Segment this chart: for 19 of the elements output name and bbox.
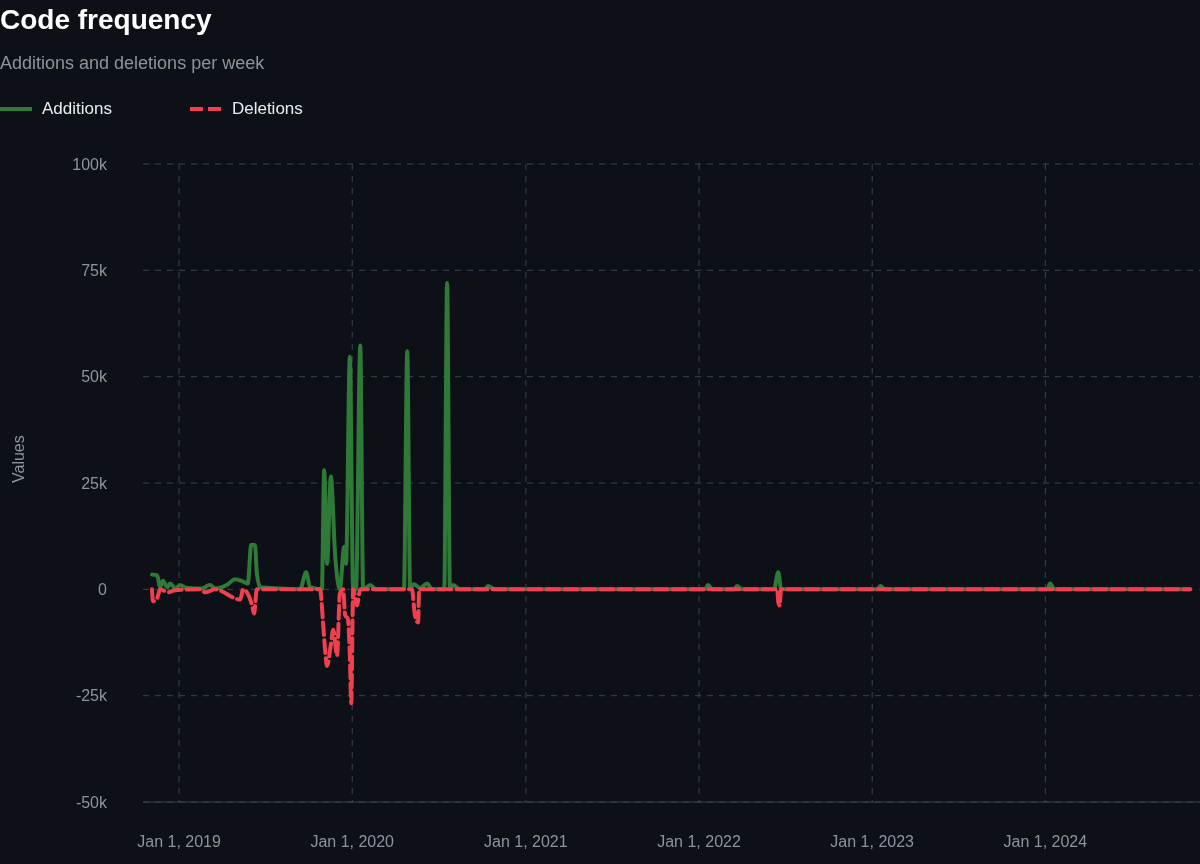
x-tick-label: Jan 1, 2023 bbox=[830, 833, 915, 851]
line-series bbox=[150, 587, 1193, 706]
x-tick-label: Jan 1, 2019 bbox=[137, 833, 221, 851]
y-tick-label: 25k bbox=[81, 474, 108, 492]
y-tick-label: 100k bbox=[72, 155, 108, 173]
y-tick-label: 75k bbox=[81, 262, 108, 280]
chart-subtitle: Additions and deletions per week bbox=[0, 53, 265, 73]
x-tick-label: Jan 1, 2021 bbox=[484, 833, 568, 851]
x-tick-label: Jan 1, 2024 bbox=[1003, 833, 1088, 851]
y-tick-label: 0 bbox=[98, 581, 108, 599]
x-tick-label: Jan 1, 2022 bbox=[657, 833, 741, 851]
x-tick-label: Jan 1, 2020 bbox=[310, 833, 395, 851]
y-axis-title: Values bbox=[9, 435, 27, 483]
legend-label: Additions bbox=[42, 99, 112, 119]
chart-title: Code frequency bbox=[0, 4, 212, 35]
legend-label: Deletions bbox=[231, 99, 303, 119]
y-tick-label: -50k bbox=[75, 793, 108, 811]
y-tick-label: -25k bbox=[75, 687, 108, 705]
y-tick-label: 50k bbox=[81, 368, 108, 386]
